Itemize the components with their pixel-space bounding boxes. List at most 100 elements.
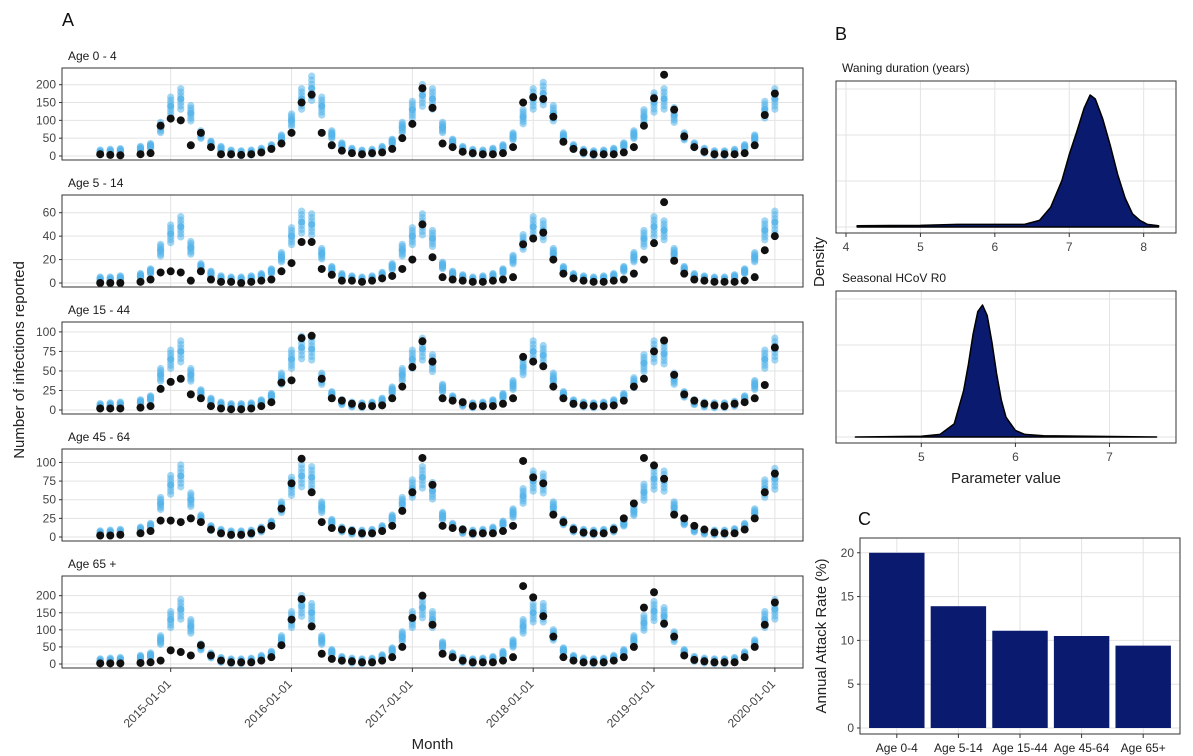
- model-point: [187, 364, 195, 373]
- y-tick-label: 60: [43, 206, 57, 220]
- observed-point: [378, 148, 387, 157]
- model-point: [167, 93, 175, 101]
- y-tick-label: 50: [43, 364, 57, 378]
- model-point: [136, 396, 145, 404]
- model-point: [398, 493, 406, 502]
- observed-point: [287, 259, 296, 268]
- observed-point: [690, 143, 699, 152]
- model-point: [660, 85, 668, 93]
- observed-point: [166, 267, 175, 276]
- observed-point: [629, 143, 638, 152]
- model-point: [741, 519, 749, 527]
- density-panel-border: [835, 290, 1177, 444]
- observed-point: [670, 105, 679, 114]
- observed-point: [186, 514, 195, 523]
- observed-point: [237, 530, 246, 539]
- model-point: [338, 139, 346, 147]
- model-point: [136, 142, 145, 151]
- observed-point: [166, 377, 175, 386]
- observed-point: [388, 653, 397, 662]
- observed-point: [478, 529, 487, 538]
- observed-point: [589, 150, 598, 159]
- y-tick-label: 10: [841, 633, 855, 647]
- model-point: [741, 265, 749, 273]
- observed-point: [599, 277, 608, 286]
- model-point: [318, 93, 326, 101]
- model-point: [328, 127, 336, 135]
- y-tick-label: 15: [841, 590, 855, 604]
- observed-point: [629, 382, 638, 391]
- observed-point: [277, 504, 286, 513]
- observed-point: [579, 658, 588, 667]
- observed-point: [368, 529, 377, 538]
- observed-point: [478, 402, 487, 411]
- observed-point: [217, 404, 226, 413]
- observed-point: [468, 149, 477, 158]
- observed-point: [750, 514, 759, 523]
- model-point: [690, 269, 698, 278]
- model-point: [277, 369, 286, 377]
- observed-point: [670, 256, 679, 265]
- y-tick-label: 50: [43, 131, 57, 145]
- observed-point: [740, 525, 749, 534]
- model-point: [207, 137, 215, 145]
- observed-point: [327, 394, 336, 403]
- observed-point: [710, 277, 719, 286]
- x-tick-label: Age 65+: [1121, 741, 1166, 755]
- observed-point: [106, 404, 115, 413]
- observed-point: [378, 527, 387, 536]
- observed-point: [589, 402, 598, 411]
- model-point: [428, 607, 437, 616]
- observed-point: [519, 352, 528, 361]
- model-point: [116, 653, 124, 662]
- model-point: [237, 273, 245, 281]
- observed-point: [549, 255, 558, 264]
- observed-point: [629, 269, 638, 278]
- x-tick-label: 6: [1012, 450, 1019, 464]
- x-tick-label: Age 0-4: [876, 741, 918, 755]
- observed-point: [760, 488, 769, 497]
- observed-point: [418, 220, 427, 229]
- model-point: [398, 118, 406, 126]
- observed-point: [206, 525, 215, 534]
- model-point: [187, 101, 195, 110]
- model-point: [761, 476, 769, 484]
- observed-point: [206, 651, 215, 660]
- model-point: [146, 649, 155, 657]
- model-point: [146, 519, 155, 527]
- observed-point: [599, 150, 608, 159]
- observed-point: [619, 653, 628, 662]
- y-tick-label: 0: [49, 149, 56, 163]
- observed-point: [680, 132, 689, 141]
- y-tick-label: 0: [49, 276, 56, 290]
- observed-point: [438, 273, 447, 282]
- observed-point: [730, 658, 739, 667]
- observed-point: [619, 514, 628, 523]
- observed-point: [680, 514, 689, 523]
- model-point: [187, 616, 195, 624]
- observed-point: [660, 70, 669, 79]
- model-point: [489, 144, 497, 152]
- observed-point: [378, 656, 387, 665]
- model-point: [630, 127, 638, 135]
- observed-point: [206, 275, 215, 284]
- model-point: [428, 226, 437, 235]
- bar: [930, 606, 987, 728]
- observed-point: [650, 347, 659, 356]
- model-point: [378, 521, 386, 530]
- observed-point: [680, 651, 689, 660]
- observed-point: [196, 641, 205, 650]
- observed-point: [579, 401, 588, 410]
- x-axis-title: Parameter value: [951, 470, 1061, 487]
- observed-point: [96, 659, 105, 668]
- model-point: [167, 607, 175, 616]
- observed-point: [347, 657, 356, 666]
- model-point: [308, 210, 316, 218]
- x-tick-label: 2018-01-01: [483, 677, 537, 731]
- observed-point: [549, 510, 558, 519]
- observed-point: [468, 529, 477, 538]
- observed-point: [458, 276, 467, 285]
- observed-point: [680, 390, 689, 399]
- model-point: [499, 265, 507, 273]
- observed-point: [760, 111, 769, 119]
